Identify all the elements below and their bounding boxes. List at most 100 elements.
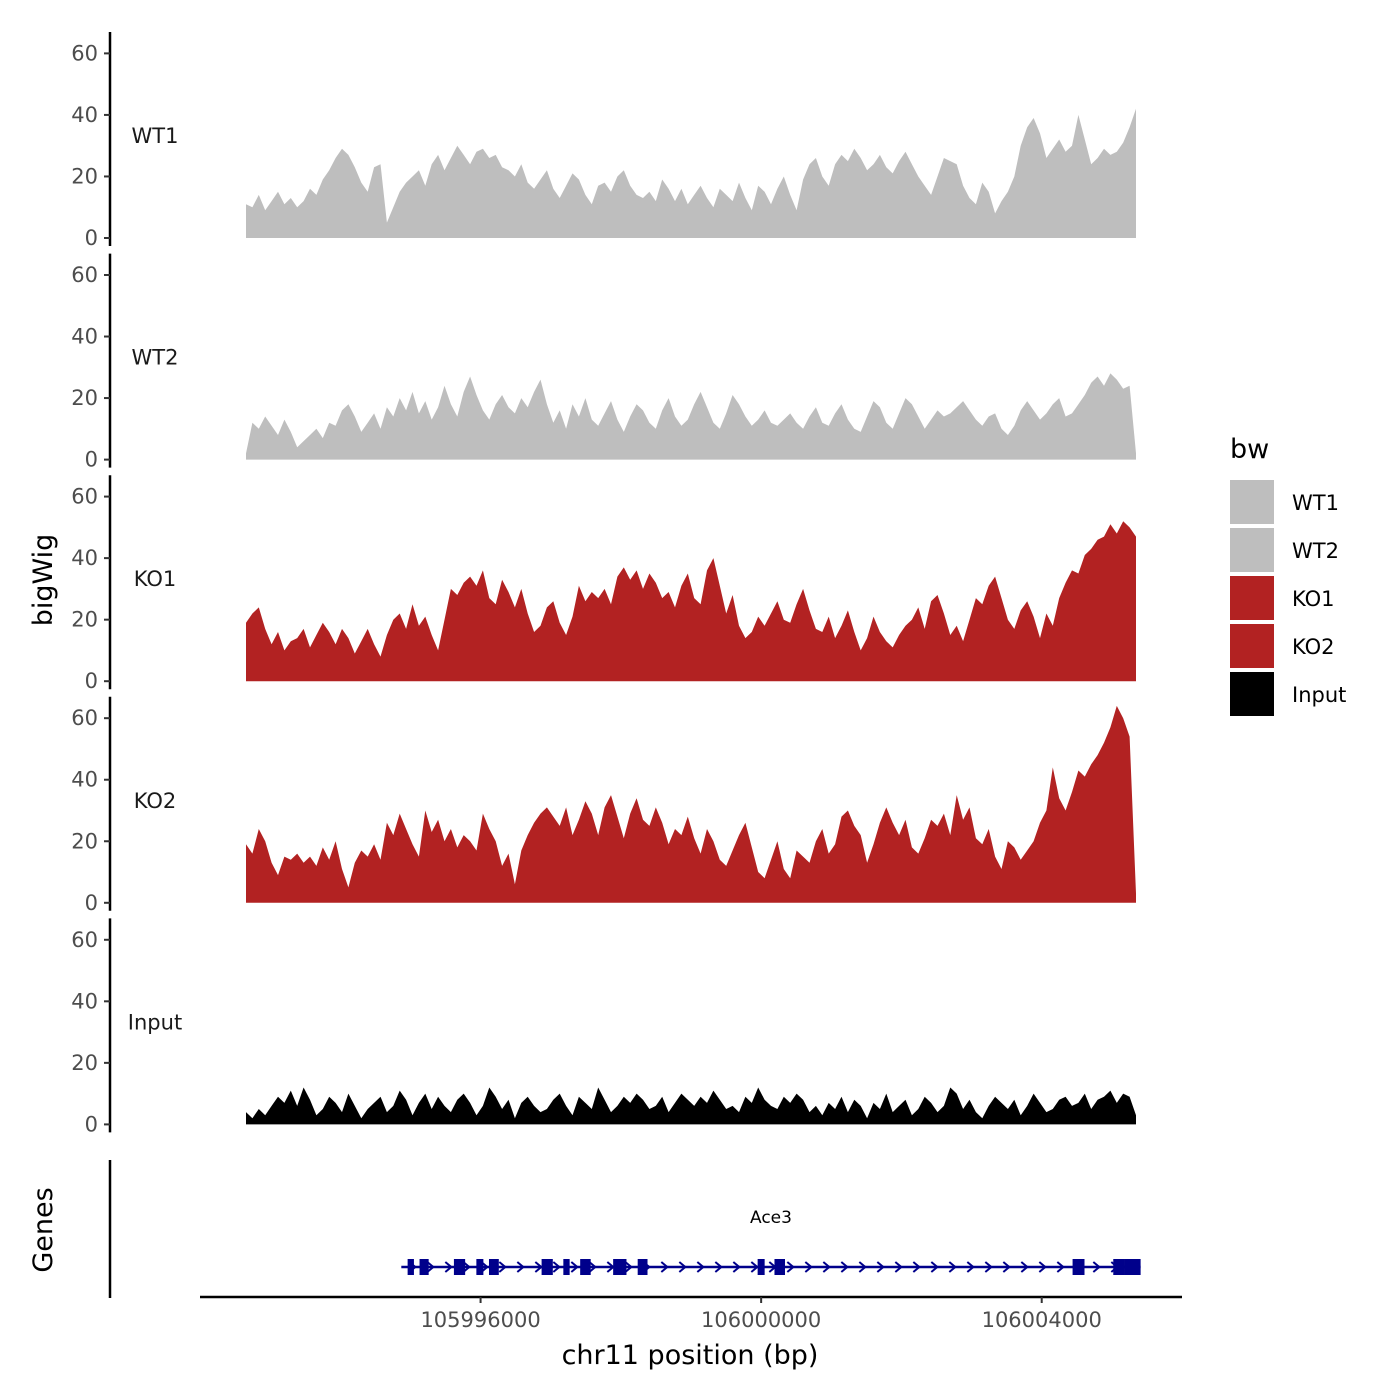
strand-arrow — [552, 1261, 561, 1273]
strand-arrow — [1038, 1261, 1047, 1273]
exon — [407, 1259, 414, 1275]
y-tick-label: 40 — [71, 989, 98, 1013]
y-tick-label: 0 — [85, 891, 98, 915]
strand-arrow — [894, 1261, 903, 1273]
track-label-input: Input — [128, 1010, 182, 1034]
y-tick-label: 20 — [71, 386, 98, 410]
x-tick-label: 105996000 — [420, 1308, 540, 1332]
strand-arrow — [462, 1261, 471, 1273]
y-tick-label: 0 — [85, 226, 98, 250]
legend-key-input — [1230, 672, 1274, 716]
legend-key-ko1 — [1230, 576, 1274, 620]
track-label-ko2: KO2 — [134, 789, 177, 813]
strand-arrow — [516, 1261, 525, 1273]
exon — [1113, 1259, 1125, 1275]
x-tick-label: 106004000 — [982, 1308, 1102, 1332]
legend: bw WT1 WT2 KO1 KO2 Input — [1230, 434, 1346, 716]
track-ko2: 0 20 40 60 KO2 — [71, 696, 1136, 915]
area-input — [246, 1087, 1136, 1125]
y-tick-label: 60 — [71, 485, 98, 509]
exon — [757, 1259, 765, 1275]
strand-arrow — [732, 1261, 741, 1273]
strand-arrow — [1056, 1261, 1065, 1273]
exon — [541, 1259, 553, 1275]
x-axis-title: chr11 position (bp) — [562, 1340, 819, 1371]
exon — [563, 1259, 570, 1275]
y-tick-label: 20 — [71, 1051, 98, 1075]
legend-key-wt2 — [1230, 528, 1274, 572]
y-tick-label: 20 — [71, 608, 98, 632]
strand-arrow — [804, 1261, 813, 1273]
strand-arrow — [786, 1261, 795, 1273]
strand-arrow — [444, 1261, 453, 1273]
y-tick-label: 60 — [71, 706, 98, 730]
area-wt1 — [246, 108, 1136, 238]
exon — [580, 1259, 591, 1275]
exon — [419, 1259, 429, 1275]
track-label-wt2: WT2 — [132, 346, 179, 370]
y-tick-label: 0 — [85, 448, 98, 472]
exon — [774, 1259, 785, 1275]
legend-label-wt1: WT1 — [1292, 491, 1339, 515]
strand-arrow — [624, 1261, 633, 1273]
track-input: 0 20 40 60 Input — [71, 918, 1136, 1136]
track-wt2: 0 20 40 60 WT2 — [71, 253, 1136, 472]
legend-title: bw — [1230, 434, 1269, 465]
strand-arrow — [930, 1261, 939, 1273]
area-wt2 — [246, 373, 1136, 460]
y-tick-label: 20 — [71, 164, 98, 188]
strand-arrow — [696, 1261, 705, 1273]
strand-arrow — [1002, 1261, 1011, 1273]
y-axis-title: bigWig — [28, 534, 59, 627]
exon — [1072, 1259, 1085, 1275]
genes-track-title: Genes — [28, 1187, 59, 1272]
strand-arrow — [498, 1261, 507, 1273]
exon — [613, 1259, 627, 1275]
strand-arrow — [750, 1261, 759, 1273]
y-tick-label: 60 — [71, 928, 98, 952]
strand-arrow — [660, 1261, 669, 1273]
strand-arrow — [678, 1261, 687, 1273]
track-wt1: 0 20 40 60 WT1 — [71, 32, 1136, 250]
exon — [453, 1259, 466, 1275]
y-tick-label: 40 — [71, 325, 98, 349]
area-ko2 — [246, 705, 1136, 903]
legend-label-ko2: KO2 — [1292, 635, 1335, 659]
gene-track: Ace3 — [108, 1160, 1141, 1298]
gene-name: Ace3 — [750, 1208, 792, 1228]
gene-ace3: Ace3 — [401, 1208, 1141, 1275]
legend-label-wt2: WT2 — [1292, 539, 1339, 563]
y-tick-label: 40 — [71, 768, 98, 792]
strand-arrow — [1020, 1261, 1029, 1273]
y-tick-label: 40 — [71, 546, 98, 570]
exon — [476, 1259, 484, 1275]
area-ko1 — [246, 521, 1136, 682]
bigwig-tracks: 0 20 40 60 WT1 0 20 40 60 WT2 0 20 40 60 KO1 0 20 40 60 KO2… — [71, 32, 1136, 1136]
y-tick-label: 60 — [71, 263, 98, 287]
strand-arrow — [570, 1261, 579, 1273]
strand-arrow — [822, 1261, 831, 1273]
strand-arrow — [840, 1261, 849, 1273]
strand-arrow — [534, 1261, 543, 1273]
exon — [488, 1259, 499, 1275]
x-tick-label: 106000000 — [701, 1308, 821, 1332]
exon — [637, 1259, 648, 1275]
strand-arrow — [426, 1261, 435, 1273]
x-axis: 105996000 106000000 106004000 — [200, 1295, 1182, 1332]
strand-arrow — [984, 1261, 993, 1273]
track-label-wt1: WT1 — [132, 124, 179, 148]
y-tick-label: 60 — [71, 41, 98, 65]
legend-label-ko1: KO1 — [1292, 587, 1335, 611]
y-tick-label: 20 — [71, 829, 98, 853]
strand-arrow — [876, 1261, 885, 1273]
strand-arrow — [912, 1261, 921, 1273]
legend-key-ko2 — [1230, 624, 1274, 668]
y-tick-label: 0 — [85, 1112, 98, 1136]
track-ko1: 0 20 40 60 KO1 — [71, 475, 1136, 693]
legend-label-input: Input — [1292, 683, 1346, 707]
strand-arrow — [588, 1261, 597, 1273]
strand-arrow — [858, 1261, 867, 1273]
exon — [1124, 1259, 1141, 1275]
y-tick-label: 40 — [71, 103, 98, 127]
